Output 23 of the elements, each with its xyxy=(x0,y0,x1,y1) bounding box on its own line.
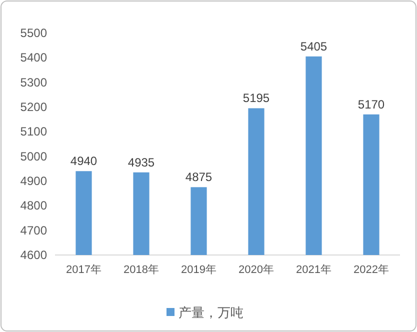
y-tick-label: 5200 xyxy=(20,100,48,114)
x-tick-label: 2022年 xyxy=(354,264,389,276)
x-tick-label: 2019年 xyxy=(181,264,216,276)
y-tick-label: 4700 xyxy=(20,223,48,238)
y-tick-label: 5000 xyxy=(20,149,48,164)
legend-label: 产量，万吨 xyxy=(178,305,244,320)
x-tick-label: 2020年 xyxy=(238,264,274,276)
x-tick-label: 2018年 xyxy=(124,264,159,276)
data-label: 4940 xyxy=(70,154,98,168)
x-tick-label: 2021年 xyxy=(296,264,332,276)
y-tick-label: 5500 xyxy=(20,26,48,40)
y-tick-label: 4600 xyxy=(20,248,48,262)
y-tick-label: 4800 xyxy=(20,198,48,213)
y-tick-label: 5300 xyxy=(20,75,48,90)
x-tick-label: 2017年 xyxy=(66,264,102,276)
data-label: 5405 xyxy=(300,39,328,54)
y-tick-label: 5400 xyxy=(20,50,48,65)
y-tick-label: 4900 xyxy=(20,174,48,188)
y-tick-label: 5100 xyxy=(20,124,48,139)
data-label: 5170 xyxy=(358,97,385,112)
data-label: 4935 xyxy=(128,155,155,170)
data-label: 4875 xyxy=(185,170,212,184)
data-label: 5195 xyxy=(242,91,270,106)
